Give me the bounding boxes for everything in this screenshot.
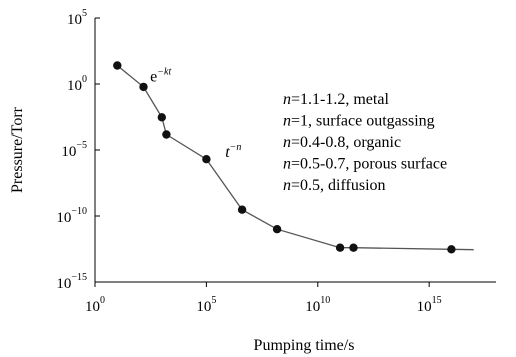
annotations: e−kt t−n n=1.1-1.2, metal n=1, surface outg… [150, 67, 447, 194]
annotation-line-3: n=0.5-0.7, porous surface [283, 156, 447, 173]
annotation-line-4: n=0.5, diffusion [283, 177, 386, 194]
x-tick-label-0: 100 [85, 295, 105, 315]
annotation-line-0: n=1.1-1.2, metal [283, 91, 389, 108]
x-axis-label: Pumping time/s [254, 337, 355, 354]
data-point-7 [335, 243, 345, 252]
y-tick-label-1: 100 [67, 74, 87, 94]
exp-decay-label: e−kt [150, 67, 171, 86]
y-tick-label-3: 10−10 [56, 206, 87, 226]
x-tick-label-2: 1010 [305, 295, 330, 315]
data-point-0 [113, 61, 122, 70]
data-point-6 [272, 225, 282, 234]
x-tick-label-1: 105 [196, 295, 216, 315]
x-tick-label-3: 1015 [417, 295, 442, 315]
annotation-line-1: n=1, surface outgassing [283, 113, 435, 130]
power-law-label: t−n [225, 142, 241, 161]
axes: 105 100 10−5 10−10 10−15 100 105 1010 1015 [56, 8, 496, 315]
data-point-8 [349, 243, 358, 252]
y-tick-label-4: 10−15 [56, 272, 87, 292]
data-point-3 [162, 130, 171, 139]
annotation-line-2: n=0.4-0.8, organic [283, 134, 401, 151]
data-point-9 [447, 245, 456, 254]
y-axis-label: Pressure/Torr [9, 106, 26, 193]
data-point-1 [139, 82, 148, 92]
data-series [113, 61, 474, 254]
y-tick-label-0: 105 [67, 8, 87, 28]
data-point-4 [202, 155, 211, 164]
data-point-5 [237, 205, 247, 214]
y-tick-label-2: 10−5 [61, 140, 87, 160]
data-point-2 [157, 113, 166, 122]
